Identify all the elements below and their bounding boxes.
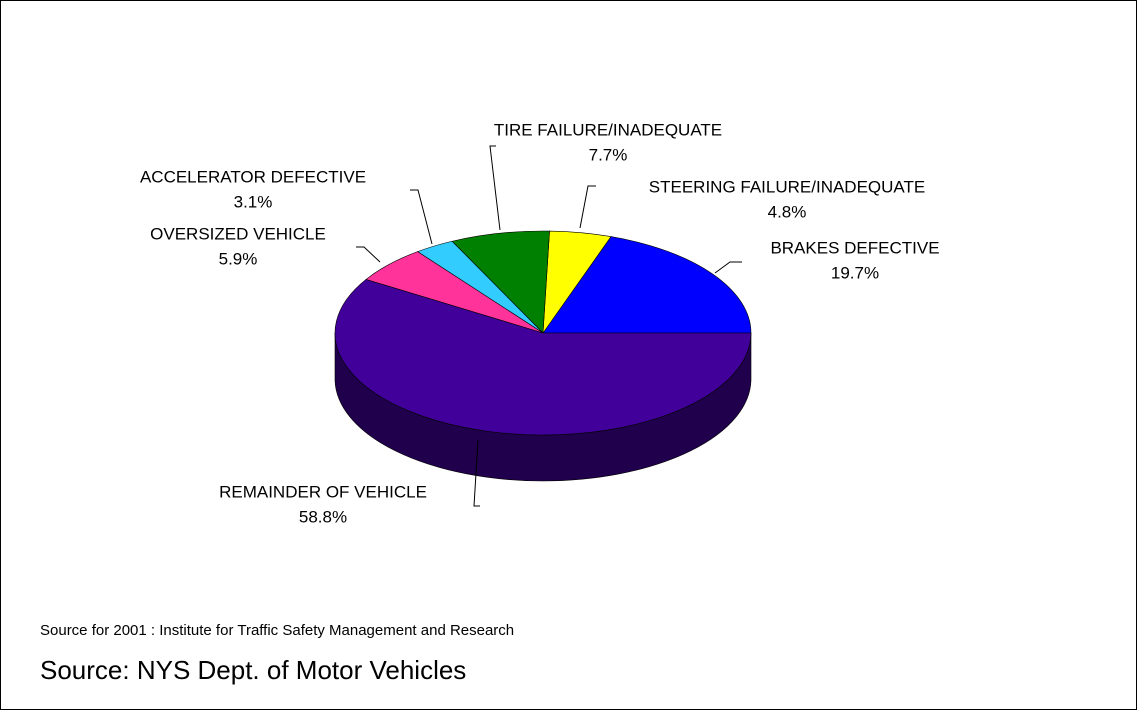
slice-label: REMAINDER OF VEHICLE: [219, 482, 427, 501]
pie: [334, 230, 752, 482]
pie-slice: [451, 230, 550, 334]
slice-value-label: 4.8%: [768, 202, 807, 221]
slice-value-label: 5.9%: [219, 249, 258, 268]
leader-line: [579, 185, 596, 229]
slice-label: OVERSIZED VEHICLE: [150, 224, 326, 243]
leader-line: [410, 189, 433, 245]
pie-slice: [542, 236, 752, 334]
slice-label: BRAKES DEFECTIVE: [770, 238, 939, 257]
source-note: Source for 2001 : Institute for Traffic …: [40, 622, 514, 639]
source: Source: NYS Dept. of Motor Vehicles: [40, 655, 466, 685]
slice-label: ACCELERATOR DEFECTIVE: [140, 167, 366, 186]
slice-value-label: 58.8%: [299, 507, 347, 526]
leader-line: [714, 261, 742, 274]
leader-line: [356, 246, 381, 263]
slice-value-label: 7.7%: [589, 145, 628, 164]
leader-line: [473, 439, 480, 507]
slice-value-label: 19.7%: [831, 263, 879, 282]
slice-value-label: 3.1%: [234, 192, 273, 211]
slice-label: TIRE FAILURE/INADEQUATE: [494, 120, 722, 139]
pie-slice: [334, 279, 752, 436]
slice-label: STEERING FAILURE/INADEQUATE: [649, 177, 925, 196]
leader-line: [489, 145, 501, 231]
